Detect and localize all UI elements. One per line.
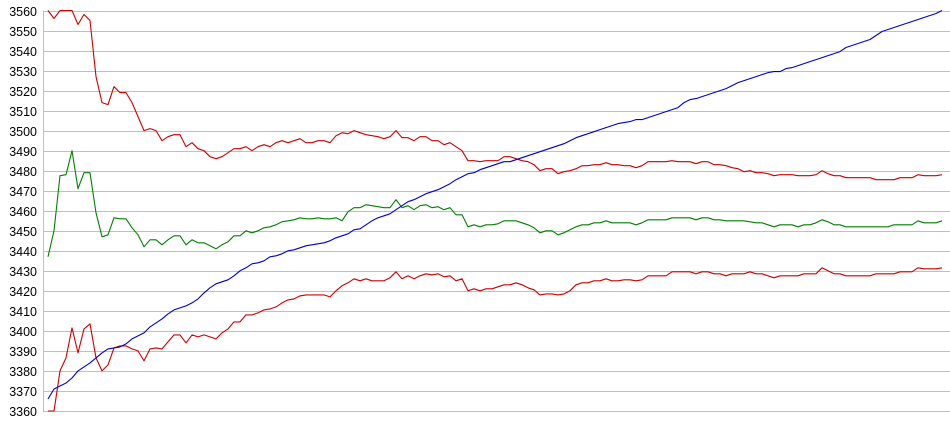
y-tick-label: 3560: [9, 5, 37, 19]
series-line-1: [47, 9, 943, 181]
series-line-3: [48, 267, 943, 412]
y-tick-label: 3410: [9, 305, 37, 319]
y-tick-label: 3510: [9, 105, 37, 119]
y-tick-label: 3440: [9, 245, 37, 259]
y-tick-label: 3420: [9, 285, 37, 299]
y-tick-label: 3540: [9, 45, 37, 59]
y-tick-label: 3470: [9, 185, 37, 199]
y-tick-label: 3490: [9, 145, 37, 159]
series-line-4: [47, 10, 943, 400]
y-tick-label: 3360: [9, 405, 37, 419]
y-tick-label: 3400: [9, 325, 37, 339]
y-tick-label: 3550: [9, 25, 37, 39]
y-tick-label: 3370: [9, 385, 37, 399]
grid-lines: [43, 11, 950, 412]
y-tick-label: 3380: [9, 365, 37, 379]
y-axis-tick-labels: 3560 3550 3540 3530 3520 3510 3500 3490 3480 3470…: [9, 5, 37, 419]
y-tick-label: 3480: [9, 165, 37, 179]
y-tick-label: 3530: [9, 65, 37, 79]
y-tick-label: 3500: [9, 125, 37, 139]
series-line-2: [47, 150, 943, 257]
y-tick-label: 3520: [9, 85, 37, 99]
y-tick-label: 3390: [9, 345, 37, 359]
series-group: [47, 9, 943, 412]
y-tick-label: 3430: [9, 265, 37, 279]
y-tick-label: 3450: [9, 225, 37, 239]
y-tick-label: 3460: [9, 205, 37, 219]
